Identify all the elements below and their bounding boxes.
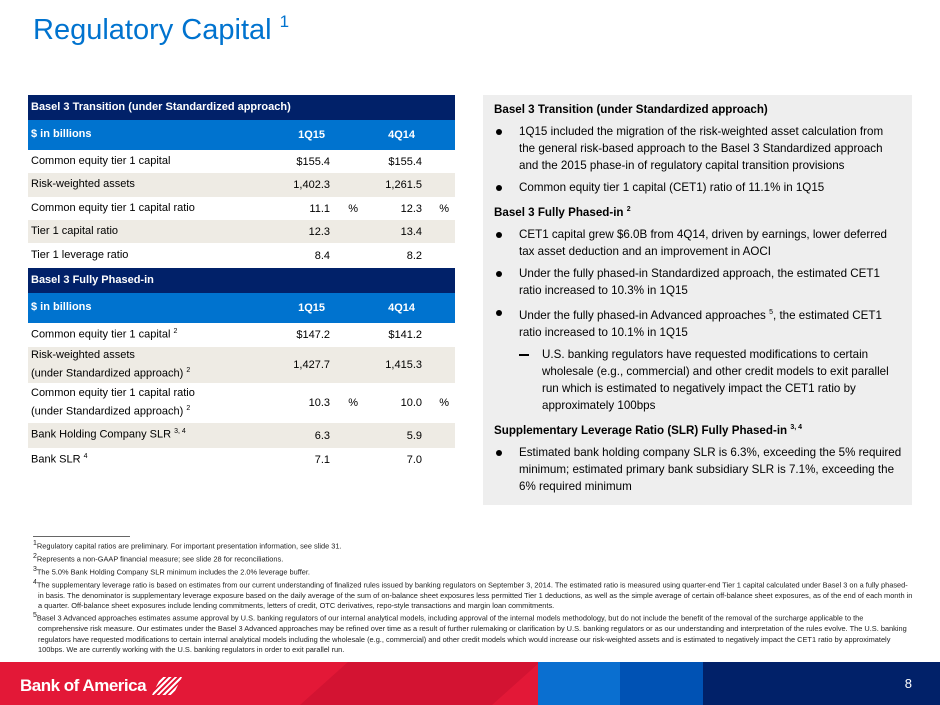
page-number: 8 bbox=[904, 676, 912, 691]
footer-bar: Bank of America 8 bbox=[0, 662, 940, 705]
footnote: 4The supplementary leverage ratio is bas… bbox=[33, 578, 913, 610]
table-row: Risk-weighted assets (under Standardized … bbox=[28, 347, 455, 383]
commentary-panel: Basel 3 Transition (under Standardized a… bbox=[483, 95, 912, 505]
bullet: Estimated bank holding company SLR is 6.… bbox=[494, 444, 902, 495]
footnote: 1Regulatory capital ratios are prelimina… bbox=[33, 540, 342, 551]
section-header: Basel 3 Transition (under Standardized a… bbox=[28, 95, 455, 120]
table-row: Tier 1 leverage ratio 8.4 8.2 bbox=[31, 248, 422, 262]
table-row: Common equity tier 1 capital $155.4 $155.4 bbox=[31, 154, 422, 168]
table-row: Bank SLR 4 7.1 7.0 bbox=[31, 452, 422, 466]
page-title: Regulatory Capital 1 bbox=[33, 12, 290, 46]
table-row: Common equity tier 1 capital ratio 11.1% 1… bbox=[31, 201, 449, 215]
table-row: Risk-weighted assets 1,402.3 1,261.5 bbox=[28, 173, 455, 197]
column-header-row: $ in billions 1Q15 4Q14 bbox=[28, 120, 455, 150]
section-heading: Basel 3 Fully Phased-in 2 bbox=[494, 205, 631, 219]
table-row: Common equity tier 1 capital 2 $147.2 $141… bbox=[31, 327, 422, 341]
table-row: Common equity tier 1 capital ratio (under… bbox=[31, 387, 449, 418]
footnote: 5Basel 3 Advanced approaches estimates a… bbox=[33, 612, 907, 654]
section-heading: Basel 3 Transition (under Standardized a… bbox=[494, 103, 768, 116]
bullet: CET1 capital grew $6.0B from 4Q14, drive… bbox=[494, 226, 902, 260]
footnotes: 1Regulatory capital ratios are prelimina… bbox=[33, 539, 913, 655]
footnote-divider bbox=[33, 536, 130, 537]
bullet: Under the fully phased-in Standardized a… bbox=[494, 265, 902, 299]
regulatory-capital-table: Basel 3 Transition (under Standardized a… bbox=[28, 95, 455, 472]
bank-of-america-logo: Bank of America bbox=[20, 676, 183, 696]
bullet: 1Q15 included the migration of the risk-… bbox=[494, 123, 902, 174]
bullet: Common equity tier 1 capital (CET1) rati… bbox=[494, 179, 902, 196]
section-heading: Supplementary Leverage Ratio (SLR) Fully… bbox=[494, 423, 803, 437]
sub-bullet: U.S. banking regulators have requested m… bbox=[494, 346, 902, 414]
section-header: Basel 3 Fully Phased-in bbox=[28, 268, 455, 293]
table-row: Tier 1 capital ratio 12.3 13.4 bbox=[28, 220, 455, 243]
table-row: Bank Holding Company SLR 3, 4 6.3 5.9 bbox=[28, 423, 455, 448]
flag-icon bbox=[152, 677, 183, 695]
footnote: 2Represents a non-GAAP financial measure… bbox=[33, 552, 284, 564]
bullet: Under the fully phased-in Advanced appro… bbox=[494, 304, 902, 341]
column-header-row: $ in billions 1Q15 4Q14 bbox=[28, 293, 455, 323]
footnote: 3The 5.0% Bank Holding Company SLR minim… bbox=[33, 565, 310, 577]
